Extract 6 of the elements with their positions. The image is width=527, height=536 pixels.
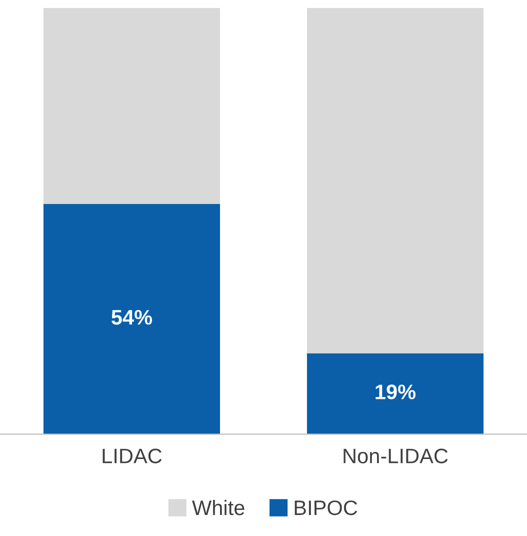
x-tick-label: Non-LIDAC [344,448,448,464]
data-label: 54% [112,310,152,325]
legend-label: White [192,500,244,516]
data-label: 19% [376,384,416,400]
legend-label: BIPOC [294,500,358,516]
x-tick-label: LIDAC [102,448,162,464]
